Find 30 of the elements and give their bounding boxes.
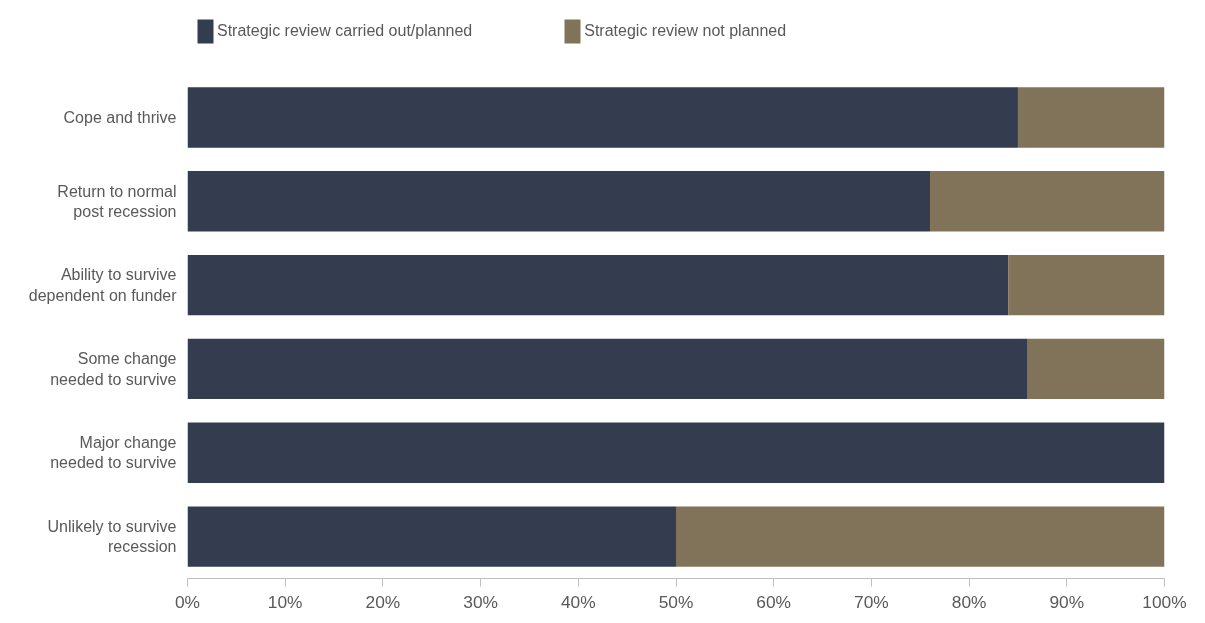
y-tick-label: Some change needed to survive bbox=[50, 350, 177, 388]
x-tick-label: 90% bbox=[1049, 591, 1085, 612]
bar bbox=[1027, 338, 1165, 400]
bar bbox=[930, 171, 1165, 232]
bar bbox=[676, 506, 1165, 567]
bar bbox=[187, 254, 1009, 316]
x-tick-label: 80% bbox=[951, 591, 987, 612]
bar bbox=[187, 87, 1018, 148]
y-tick-label: Major change needed to survive bbox=[50, 434, 177, 472]
x-tick-label: 0% bbox=[174, 591, 201, 612]
x-tick-label: 100% bbox=[1142, 591, 1187, 612]
bar bbox=[187, 338, 1028, 400]
x-tick-label: 60% bbox=[756, 591, 792, 612]
bar bbox=[187, 171, 931, 232]
bar bbox=[1008, 254, 1165, 316]
legend-label: Strategic review carried out/planned bbox=[217, 22, 473, 40]
y-tick-label: Ability to survive dependent on funder bbox=[28, 266, 178, 304]
x-tick-label: 10% bbox=[267, 591, 303, 612]
x-tick-label: 40% bbox=[560, 591, 596, 612]
y-tick-label: Cope and thrive bbox=[63, 108, 177, 126]
bar bbox=[187, 422, 1165, 483]
y-tick-label: Unlikely to survive recession bbox=[47, 517, 177, 556]
x-tick-label: 50% bbox=[658, 591, 694, 612]
x-tick-label: 20% bbox=[365, 591, 401, 612]
x-tick-label: 30% bbox=[463, 591, 498, 612]
bar bbox=[1017, 87, 1165, 148]
x-tick-label: 70% bbox=[854, 591, 889, 612]
bar bbox=[187, 506, 676, 567]
legend-label: Strategic review not planned bbox=[584, 22, 787, 40]
y-tick-label: Return to normal post recession bbox=[57, 182, 177, 220]
